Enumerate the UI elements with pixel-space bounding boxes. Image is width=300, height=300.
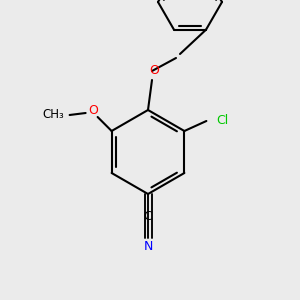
Text: O: O [89, 104, 99, 118]
Text: Cl: Cl [216, 115, 229, 128]
Text: C: C [144, 211, 152, 224]
Text: O: O [149, 64, 159, 77]
Text: CH₃: CH₃ [42, 109, 64, 122]
Text: N: N [143, 239, 153, 253]
